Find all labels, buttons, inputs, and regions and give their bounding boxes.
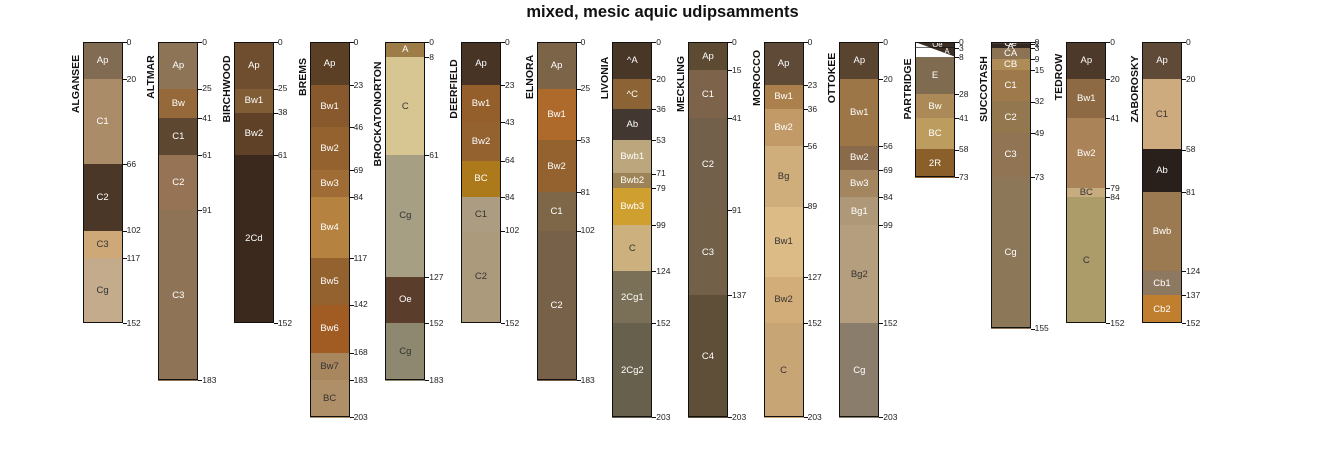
svg-text:A: A [944,47,950,56]
svg-text:Oe: Oe [932,42,942,49]
